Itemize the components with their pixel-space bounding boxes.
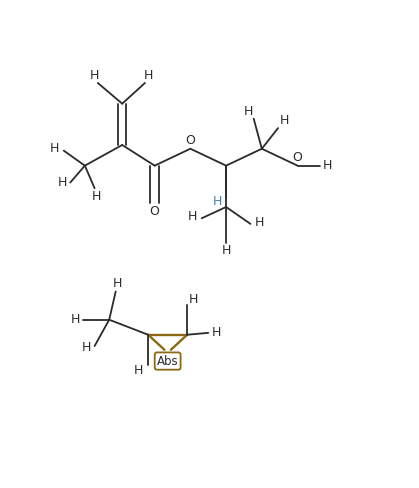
Text: O: O (150, 205, 160, 218)
Text: H: H (50, 142, 59, 155)
Text: H: H (82, 342, 91, 354)
Text: H: H (113, 277, 122, 290)
Text: H: H (255, 216, 264, 228)
Text: O: O (292, 151, 303, 164)
Text: H: H (70, 313, 80, 326)
Text: H: H (143, 69, 153, 82)
Text: H: H (57, 176, 67, 189)
Text: H: H (221, 244, 231, 258)
Text: Abs: Abs (157, 355, 178, 367)
Text: O: O (186, 134, 195, 147)
Text: H: H (244, 104, 253, 118)
Text: H: H (189, 292, 198, 305)
Text: H: H (90, 69, 99, 82)
Text: H: H (91, 190, 101, 203)
Text: H: H (323, 159, 332, 172)
Text: H: H (212, 326, 221, 339)
Text: H: H (280, 114, 289, 127)
Text: H: H (134, 364, 143, 377)
Text: H: H (188, 210, 197, 223)
Text: H: H (212, 195, 222, 208)
